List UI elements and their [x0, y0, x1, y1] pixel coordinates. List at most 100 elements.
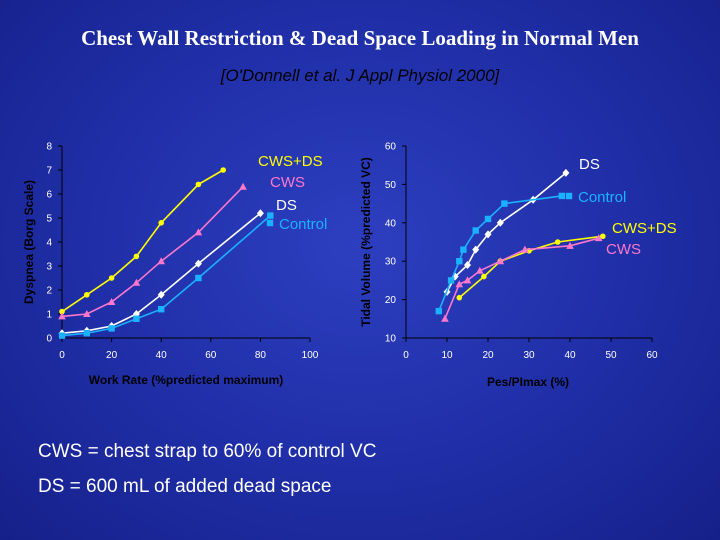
data-point-ds — [194, 259, 202, 268]
y-tick-label: 50 — [385, 180, 397, 191]
data-point-cws — [521, 245, 529, 253]
y-tick-label: 7 — [46, 166, 52, 177]
data-point-control — [267, 212, 274, 219]
data-point-control — [158, 306, 165, 313]
data-point-cws — [463, 276, 472, 284]
data-point-cws — [239, 182, 247, 190]
series-label-ds: DS — [579, 156, 600, 173]
x-axis-label: Work Rate (%predicted maximum) — [89, 373, 284, 387]
x-tick-label: 0 — [59, 350, 65, 361]
data-point-control — [472, 227, 479, 234]
x-tick-label: 60 — [646, 350, 658, 361]
x-tick-label: 0 — [403, 350, 409, 361]
data-point-cws-ds — [158, 220, 164, 226]
data-point-ds — [496, 218, 504, 227]
series-label-cws: CWS — [270, 174, 305, 191]
data-point-cws — [455, 280, 464, 288]
data-point-cws-ds — [554, 239, 561, 245]
series-ds — [58, 209, 264, 338]
series-cws-ds — [59, 167, 226, 315]
data-point-control — [460, 246, 467, 253]
series-line-control — [61, 214, 271, 337]
data-point-control — [484, 215, 492, 223]
data-point-cws-ds — [59, 308, 65, 315]
x-tick-label: 60 — [205, 350, 217, 361]
data-point-cws-ds — [600, 233, 606, 240]
y-tick-label: 30 — [385, 257, 397, 268]
data-point-control — [108, 325, 115, 332]
data-point-control — [83, 330, 90, 337]
y-tick-label: 20 — [385, 295, 397, 306]
data-point-cws — [58, 312, 66, 320]
data-point-cws — [83, 310, 91, 317]
legend-marker-control — [266, 219, 274, 227]
x-axis-label: Pes/PImax (%) — [487, 375, 569, 389]
citation: [O'Donnell et al. J Appl Physiol 2000] — [220, 66, 500, 85]
x-tick-label: 80 — [255, 350, 267, 361]
y-tick-label: 40 — [385, 218, 397, 229]
x-tick-label: 20 — [482, 350, 494, 361]
series-line-ds — [446, 172, 567, 293]
data-point-cws — [566, 241, 574, 249]
data-point-cws-ds — [220, 167, 226, 173]
y-tick-label: 60 — [385, 142, 397, 153]
slide-title: Chest Wall Restriction & Dead Space Load… — [81, 26, 639, 50]
x-tick-label: 40 — [156, 350, 168, 361]
data-point-cws-ds — [195, 181, 202, 188]
data-point-cws — [107, 298, 116, 305]
x-tick-label: 40 — [564, 350, 576, 361]
data-point-cws — [194, 228, 203, 236]
series-label-cws-ds: CWS+DS — [258, 153, 323, 170]
x-tick-label: 30 — [523, 350, 535, 361]
data-point-ds — [472, 245, 480, 254]
data-point-cws — [476, 266, 484, 274]
series-line-cws — [61, 186, 244, 318]
series-ds — [443, 168, 570, 296]
data-point-cws — [594, 234, 603, 242]
series-label-cws: CWS — [606, 241, 641, 258]
series-cws — [441, 234, 603, 322]
note-ds-definition: DS = 600 mL of added dead space — [38, 476, 332, 497]
series-line-cws-ds — [61, 169, 224, 313]
data-point-control — [58, 332, 66, 339]
data-point-ds — [157, 290, 165, 299]
x-tick-label: 50 — [605, 350, 617, 361]
legend-marker-control — [565, 192, 573, 200]
series-label-control: Control — [279, 216, 327, 233]
series-label-control: Control — [578, 189, 626, 206]
series-cws-ds — [456, 233, 606, 301]
data-point-cws-ds — [133, 253, 140, 260]
x-tick-label: 10 — [441, 350, 453, 361]
y-tick-label: 5 — [46, 214, 52, 225]
y-tick-label: 2 — [46, 286, 52, 297]
data-point-cws-ds — [84, 292, 90, 298]
x-tick-label: 20 — [106, 350, 118, 361]
y-tick-label: 8 — [46, 142, 52, 153]
data-point-cws — [441, 314, 449, 322]
data-point-ds — [256, 209, 264, 218]
data-point-control — [195, 274, 202, 282]
y-tick-label: 4 — [46, 238, 52, 249]
series-line-control — [438, 195, 562, 312]
data-point-control — [435, 307, 442, 315]
data-point-control — [501, 200, 508, 207]
data-point-cws — [496, 257, 505, 265]
y-tick-label: 0 — [46, 334, 52, 345]
data-point-cws-ds — [108, 275, 115, 281]
y-tick-label: 1 — [46, 310, 52, 321]
data-point-ds — [484, 230, 492, 239]
data-point-control — [447, 277, 455, 284]
data-point-cws — [132, 278, 141, 286]
series-line-ds — [61, 212, 261, 334]
series-label-cws-ds: CWS+DS — [612, 220, 677, 237]
series-label-ds: DS — [276, 197, 297, 214]
series-control — [435, 192, 565, 315]
data-point-cws-ds — [481, 273, 487, 280]
series-control — [58, 212, 274, 339]
data-point-cws — [157, 257, 165, 265]
y-tick-label: 10 — [385, 334, 397, 345]
data-point-control — [133, 315, 140, 322]
data-point-control — [456, 258, 463, 265]
